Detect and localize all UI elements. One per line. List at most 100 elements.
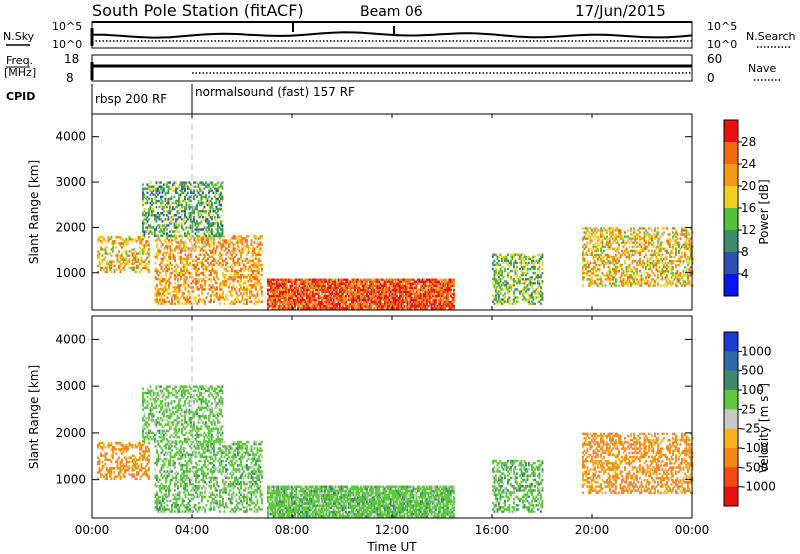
power-cell [495,282,497,285]
power-cell [684,284,686,287]
power-cell [190,195,192,199]
power-cell [222,273,224,277]
power-cell [106,246,108,249]
power-cell [684,235,686,238]
power-cell [217,253,220,256]
power-cell [610,235,613,238]
power-cell [252,294,254,297]
power-cell [204,273,206,277]
power-cell [672,251,674,255]
power-cell [675,249,677,253]
power-cell [600,259,602,263]
power-cell [492,267,494,271]
power-cell [215,232,218,235]
power-cell [447,286,449,289]
power-cell [351,280,353,283]
power-cell [673,259,676,263]
power-cell [519,261,521,265]
power-cell [173,189,176,192]
power-cell [597,243,599,246]
power-cell [402,288,404,292]
power-cell [453,278,455,281]
power-cell [161,234,164,237]
power-cell [173,226,176,229]
power-cell [197,212,200,215]
power-cell [655,278,658,281]
power-cell [393,288,395,292]
power-cell [439,296,442,300]
power-cell [298,278,301,281]
power-cell [279,292,281,296]
power-cell [640,245,643,248]
power-cell [256,302,259,305]
power-cell [180,261,182,265]
power-cell [594,282,596,285]
power-cell [429,280,431,283]
power-cell [657,251,659,255]
power-cell [406,278,409,281]
power-cell [621,249,623,253]
power-cell [139,262,141,265]
power-cell [672,268,674,271]
power-cell [541,294,544,297]
power-cell [358,284,361,287]
power-cell [214,261,217,265]
power-cell [237,243,239,246]
power-cell [684,247,686,250]
power-cell [421,292,424,296]
power-cell [252,292,254,295]
power-cell [187,284,190,287]
power-cell [177,241,179,244]
power-cell [588,282,590,285]
power-cell [193,185,195,188]
power-cell [261,292,263,295]
power-cell [660,270,662,273]
power-cell [268,282,271,285]
power-cell [113,270,116,274]
power-cell [259,282,262,285]
power-cell [493,273,496,277]
power-cell [331,278,334,281]
power-cell [128,238,131,241]
power-cell [342,296,344,300]
power-cell [385,294,388,298]
power-cell [315,286,317,289]
power-cell [607,241,610,244]
power-cell [589,278,592,281]
power-cell [214,222,216,225]
power-cell [175,292,178,295]
power-cell [541,296,544,299]
power-cell [610,233,613,236]
power-cell [675,235,677,238]
power-cell [145,230,147,233]
power-cell [309,294,311,298]
power-cell [522,278,524,281]
power-cell [534,261,536,265]
power-cell [142,187,144,190]
power-cell [181,203,183,207]
power-cell [163,255,166,258]
power-cell [513,253,515,256]
power-cell [439,305,442,308]
power-cell [684,253,686,257]
power-cell [624,231,626,234]
power-cell [339,278,341,281]
power-cell [241,294,244,297]
power-cell [232,249,235,252]
power-cell [253,251,256,254]
power-cell [157,216,159,219]
power-cell [433,300,436,304]
power-cell [334,300,337,304]
power-cell [119,264,122,267]
power-cell [291,278,293,281]
power-cell [622,270,625,273]
power-cell [354,303,356,306]
power-cell [429,288,431,292]
power-cell [679,237,682,240]
power-cell [423,286,425,289]
power-cell [436,307,439,310]
power-cell [241,261,244,265]
power-cell [222,271,224,275]
power-cell [166,191,168,194]
power-cell [366,305,368,308]
